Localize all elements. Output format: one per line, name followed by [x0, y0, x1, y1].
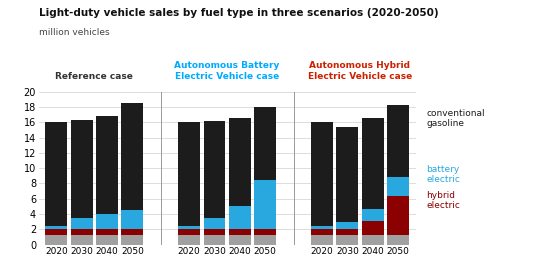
Bar: [311, 229, 333, 235]
Text: hybrid
electric: hybrid electric: [427, 191, 460, 210]
Bar: [362, 221, 383, 235]
Bar: [71, 235, 93, 245]
Text: Autonomous Hybrid
Electric Vehicle case: Autonomous Hybrid Electric Vehicle case: [308, 61, 412, 81]
Bar: [254, 229, 276, 235]
Bar: [387, 177, 409, 197]
Bar: [121, 210, 143, 229]
Bar: [45, 229, 67, 235]
Bar: [96, 116, 118, 214]
Bar: [387, 197, 409, 235]
Bar: [45, 225, 67, 229]
Bar: [336, 229, 358, 235]
Bar: [71, 120, 93, 218]
Bar: [121, 235, 143, 245]
Bar: [203, 229, 225, 235]
Bar: [254, 107, 276, 180]
Bar: [203, 121, 225, 218]
Bar: [178, 229, 200, 235]
Bar: [121, 103, 143, 210]
Bar: [229, 206, 251, 229]
Bar: [387, 105, 409, 177]
Bar: [336, 222, 358, 229]
Bar: [121, 229, 143, 235]
Text: conventional
gasoline: conventional gasoline: [427, 109, 485, 128]
Bar: [254, 180, 276, 229]
Bar: [71, 218, 93, 229]
Bar: [336, 127, 358, 222]
Text: Reference case: Reference case: [55, 72, 133, 81]
Bar: [71, 229, 93, 235]
Bar: [178, 225, 200, 229]
Bar: [203, 235, 225, 245]
Bar: [311, 235, 333, 245]
Bar: [229, 229, 251, 235]
Bar: [229, 235, 251, 245]
Bar: [96, 214, 118, 229]
Bar: [362, 235, 383, 245]
Bar: [336, 235, 358, 245]
Text: Autonomous Battery
Electric Vehicle case: Autonomous Battery Electric Vehicle case: [175, 61, 280, 81]
Bar: [362, 210, 383, 221]
Text: million vehicles: million vehicles: [39, 28, 109, 37]
Bar: [254, 235, 276, 245]
Bar: [311, 225, 333, 229]
Bar: [45, 122, 67, 225]
Bar: [178, 122, 200, 225]
Bar: [311, 122, 333, 225]
Bar: [387, 235, 409, 245]
Bar: [45, 235, 67, 245]
Bar: [96, 235, 118, 245]
Bar: [178, 235, 200, 245]
Bar: [203, 218, 225, 229]
Bar: [362, 118, 383, 210]
Text: Light-duty vehicle sales by fuel type in three scenarios (2020-2050): Light-duty vehicle sales by fuel type in…: [39, 8, 438, 18]
Text: battery
electric: battery electric: [427, 165, 460, 184]
Bar: [229, 118, 251, 206]
Bar: [96, 229, 118, 235]
